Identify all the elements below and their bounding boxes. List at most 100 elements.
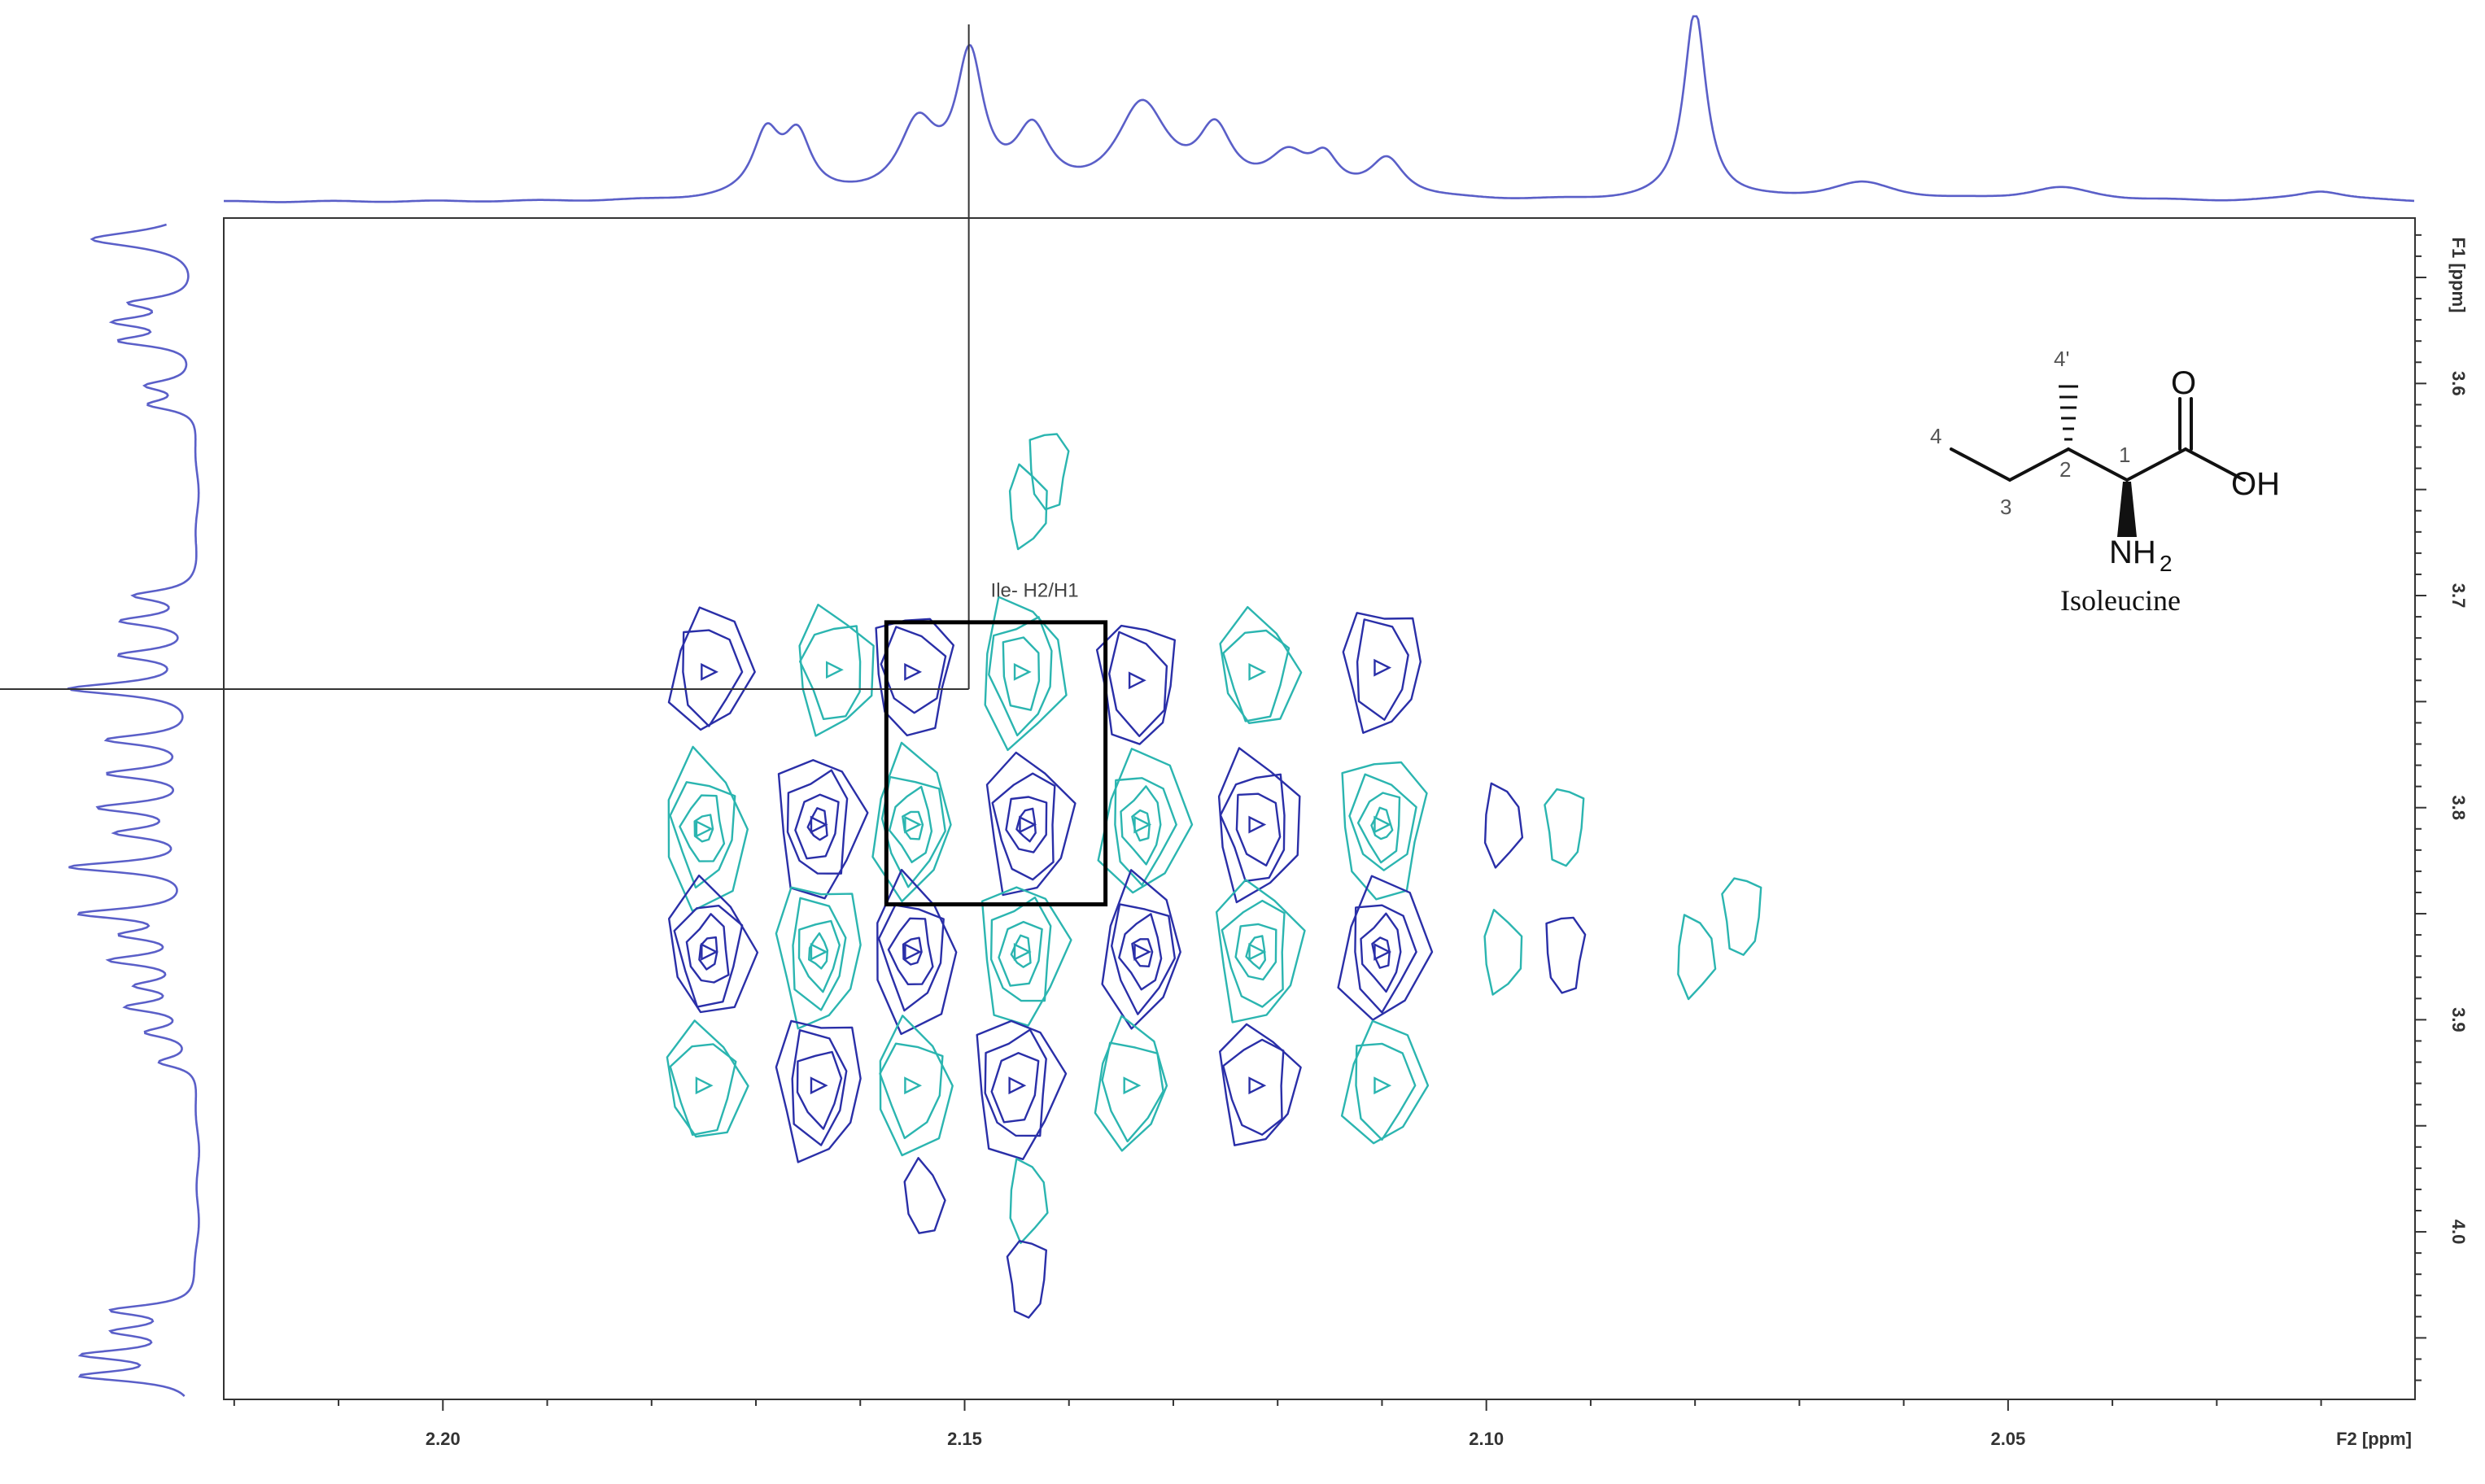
contour-level [1356, 618, 1409, 721]
bond-c3-c2 [2008, 447, 2070, 482]
contour-core [701, 662, 718, 681]
y-tick-label: 3.9 [2448, 1007, 2469, 1032]
contour-level [1221, 899, 1286, 1008]
contour-peak-positive [1029, 433, 1070, 511]
atom-o: O [2171, 365, 2196, 401]
contour-peak-positive [984, 596, 1068, 752]
contour-peak-positive [1215, 879, 1306, 1024]
contour-core [1374, 658, 1392, 677]
contour-level [1348, 773, 1417, 871]
contour-level [902, 936, 923, 966]
contour-peak-negative [875, 618, 955, 737]
contour-peak-negative [668, 874, 759, 1014]
contour-level [991, 772, 1056, 881]
contour-level [989, 896, 1052, 1002]
x-tick-label: 2.15 [947, 1429, 982, 1449]
contour-peak-positive [1219, 605, 1303, 724]
contour-level [806, 807, 828, 841]
f2-projection-trace [224, 15, 2415, 203]
contour-level [1355, 1042, 1417, 1141]
contour-level [1218, 1023, 1302, 1146]
contour-peak-negative [1545, 916, 1587, 994]
num-1: 1 [2119, 443, 2130, 467]
num-3: 3 [2000, 495, 2011, 519]
contour-level [1483, 908, 1523, 996]
contour-level [880, 775, 946, 888]
contour-level [693, 814, 714, 843]
x-tick-label: 2.05 [1990, 1429, 2025, 1449]
isoleucine-structure: O OH NH 2 4 4' 3 2 1 Isoleucine [1930, 347, 2280, 617]
contour-core [904, 1076, 923, 1095]
contour-peak-positive [980, 886, 1072, 1027]
contour-peak-negative [1217, 747, 1301, 904]
contour-level [902, 810, 924, 840]
contour-level [1005, 796, 1048, 853]
contour-level [1101, 869, 1181, 1030]
contour-level [1341, 761, 1428, 901]
contour-level [875, 618, 955, 737]
y-tick-label: 3.7 [2448, 583, 2469, 609]
contour-level [871, 741, 952, 903]
f1-projection-trace [67, 223, 200, 1397]
contour-peak-positive [879, 1015, 954, 1157]
contour-level [1545, 916, 1587, 994]
contour-level [668, 874, 759, 1014]
contour-peak-positive [1677, 914, 1717, 1001]
num-4-prime: 4' [2054, 347, 2069, 371]
y-axis-title: F1 [ppm] [2448, 238, 2469, 313]
contour-level [879, 1015, 954, 1157]
contour-peak-negative [775, 1019, 862, 1163]
bond-c-oh [2184, 447, 2246, 482]
contour-level [1360, 912, 1402, 993]
molecule-name: Isoleucine [2060, 584, 2181, 617]
contour-core [1248, 815, 1267, 834]
contour-level [1217, 747, 1301, 904]
contour-peak-negative [777, 759, 869, 900]
contour-level [980, 886, 1072, 1027]
contour-level [976, 1019, 1068, 1161]
contour-core [701, 943, 718, 961]
contour-core [1133, 815, 1152, 834]
bond-c1-cooh [2125, 447, 2187, 482]
contour-level [880, 626, 947, 714]
contour-peak-negative [1342, 612, 1422, 734]
contour-level [666, 1019, 749, 1138]
hashed-wedge-bond [2059, 385, 2078, 441]
contour-level [1544, 788, 1585, 867]
contour-core [1374, 1076, 1392, 1095]
contour-peak-positive [1094, 1015, 1168, 1152]
contour-level [777, 759, 869, 900]
plot-frame [223, 217, 2416, 1400]
bond-c2-c1 [2067, 447, 2129, 482]
contour-peak-negative [903, 1157, 946, 1234]
highlight-box [884, 620, 1108, 907]
contour-level [667, 745, 749, 912]
contour-level [888, 785, 933, 864]
contour-level [1235, 792, 1282, 867]
contour-peak-negative [1483, 782, 1524, 869]
contour-level [1097, 748, 1194, 894]
contour-core [1123, 1076, 1142, 1095]
contour-core [904, 815, 923, 834]
contour-level [1340, 1019, 1430, 1145]
contour-level [984, 596, 1068, 752]
contour-level [1006, 1240, 1048, 1319]
contour-core [1128, 671, 1146, 690]
contour-level [1131, 809, 1151, 842]
contour-core [810, 1076, 828, 1095]
contour-level [1002, 636, 1041, 711]
contour-level [1131, 938, 1154, 968]
contour-level [1222, 629, 1291, 722]
contour-level [673, 904, 744, 1008]
contour-core [1008, 1076, 1027, 1095]
contour-level [1219, 773, 1286, 883]
contour-level [1677, 914, 1717, 1001]
contour-peak-negative [1101, 869, 1181, 1030]
contour-level [985, 751, 1077, 897]
y-tick-label: 4.0 [2448, 1220, 2469, 1245]
contour-peak-positive [1340, 1019, 1430, 1145]
contour-peak-negative [1095, 624, 1177, 745]
contour-level [1215, 879, 1306, 1024]
